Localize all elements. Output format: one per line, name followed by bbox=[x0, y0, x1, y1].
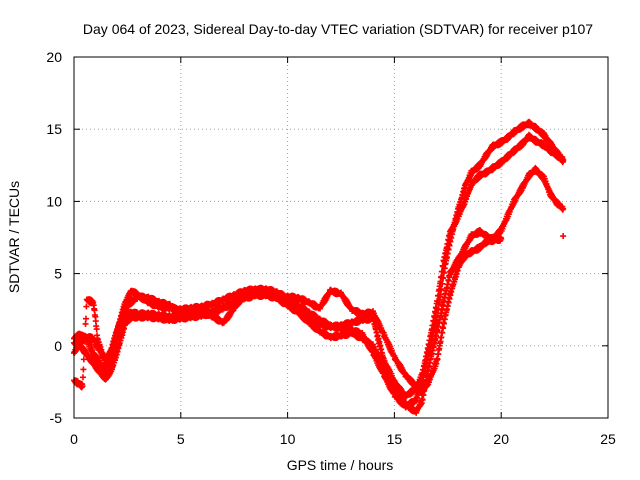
data-point bbox=[438, 273, 445, 280]
y-tick-label: -5 bbox=[50, 410, 63, 426]
data-point bbox=[430, 318, 437, 325]
data-point bbox=[434, 356, 441, 363]
data-point bbox=[446, 233, 453, 240]
data-point bbox=[434, 298, 441, 305]
x-axis: 0 5 10 15 20 25 bbox=[70, 57, 616, 447]
data-point bbox=[81, 349, 88, 356]
data-point bbox=[375, 335, 382, 342]
y-tick-label: 20 bbox=[46, 49, 62, 65]
data-point bbox=[432, 309, 439, 316]
x-tick-label: 15 bbox=[387, 431, 403, 447]
data-point bbox=[431, 314, 438, 321]
chart-title: Day 064 of 2023, Sidereal Day-to-day VTE… bbox=[83, 21, 593, 37]
data-point bbox=[432, 337, 439, 344]
x-tick-label: 25 bbox=[600, 431, 616, 447]
x-tick-label: 0 bbox=[70, 431, 78, 447]
y-tick-label: 0 bbox=[54, 338, 62, 354]
data-point bbox=[440, 263, 447, 270]
data-point bbox=[80, 366, 87, 373]
data-point bbox=[498, 235, 505, 242]
data-point bbox=[446, 274, 453, 281]
data-point bbox=[439, 268, 446, 275]
data-point bbox=[560, 157, 567, 164]
grid-lines bbox=[74, 57, 608, 418]
y-tick-label: 15 bbox=[46, 121, 62, 137]
data-point bbox=[431, 340, 438, 347]
x-axis-label: GPS time / hours bbox=[287, 457, 394, 473]
data-point bbox=[82, 320, 89, 327]
data-point bbox=[445, 237, 452, 244]
data-point bbox=[79, 383, 86, 390]
data-point bbox=[82, 332, 89, 339]
y-tick-label: 5 bbox=[54, 266, 62, 282]
data-point bbox=[445, 277, 452, 284]
isolated-point bbox=[560, 233, 567, 240]
y-axis-label: SDTVAR / TECUs bbox=[6, 181, 22, 293]
data-point bbox=[79, 374, 86, 381]
x-tick-label: 20 bbox=[493, 431, 509, 447]
data-point bbox=[83, 303, 90, 310]
data-point bbox=[560, 205, 567, 212]
data-point bbox=[82, 315, 89, 322]
data-point bbox=[446, 295, 453, 302]
data-point bbox=[439, 329, 446, 336]
x-tick-label: 5 bbox=[177, 431, 185, 447]
data-point bbox=[81, 338, 88, 345]
x-tick-label: 10 bbox=[280, 431, 296, 447]
y-axis: -5 0 5 10 15 20 bbox=[46, 49, 608, 426]
data-point bbox=[93, 326, 100, 333]
data-point bbox=[445, 299, 452, 306]
plot-frame bbox=[73, 56, 609, 419]
data-point bbox=[440, 325, 447, 332]
y-tick-label: 10 bbox=[46, 193, 62, 209]
data-point bbox=[80, 356, 87, 363]
data-point bbox=[92, 318, 99, 325]
data-point bbox=[425, 346, 432, 353]
data-points bbox=[71, 118, 567, 416]
